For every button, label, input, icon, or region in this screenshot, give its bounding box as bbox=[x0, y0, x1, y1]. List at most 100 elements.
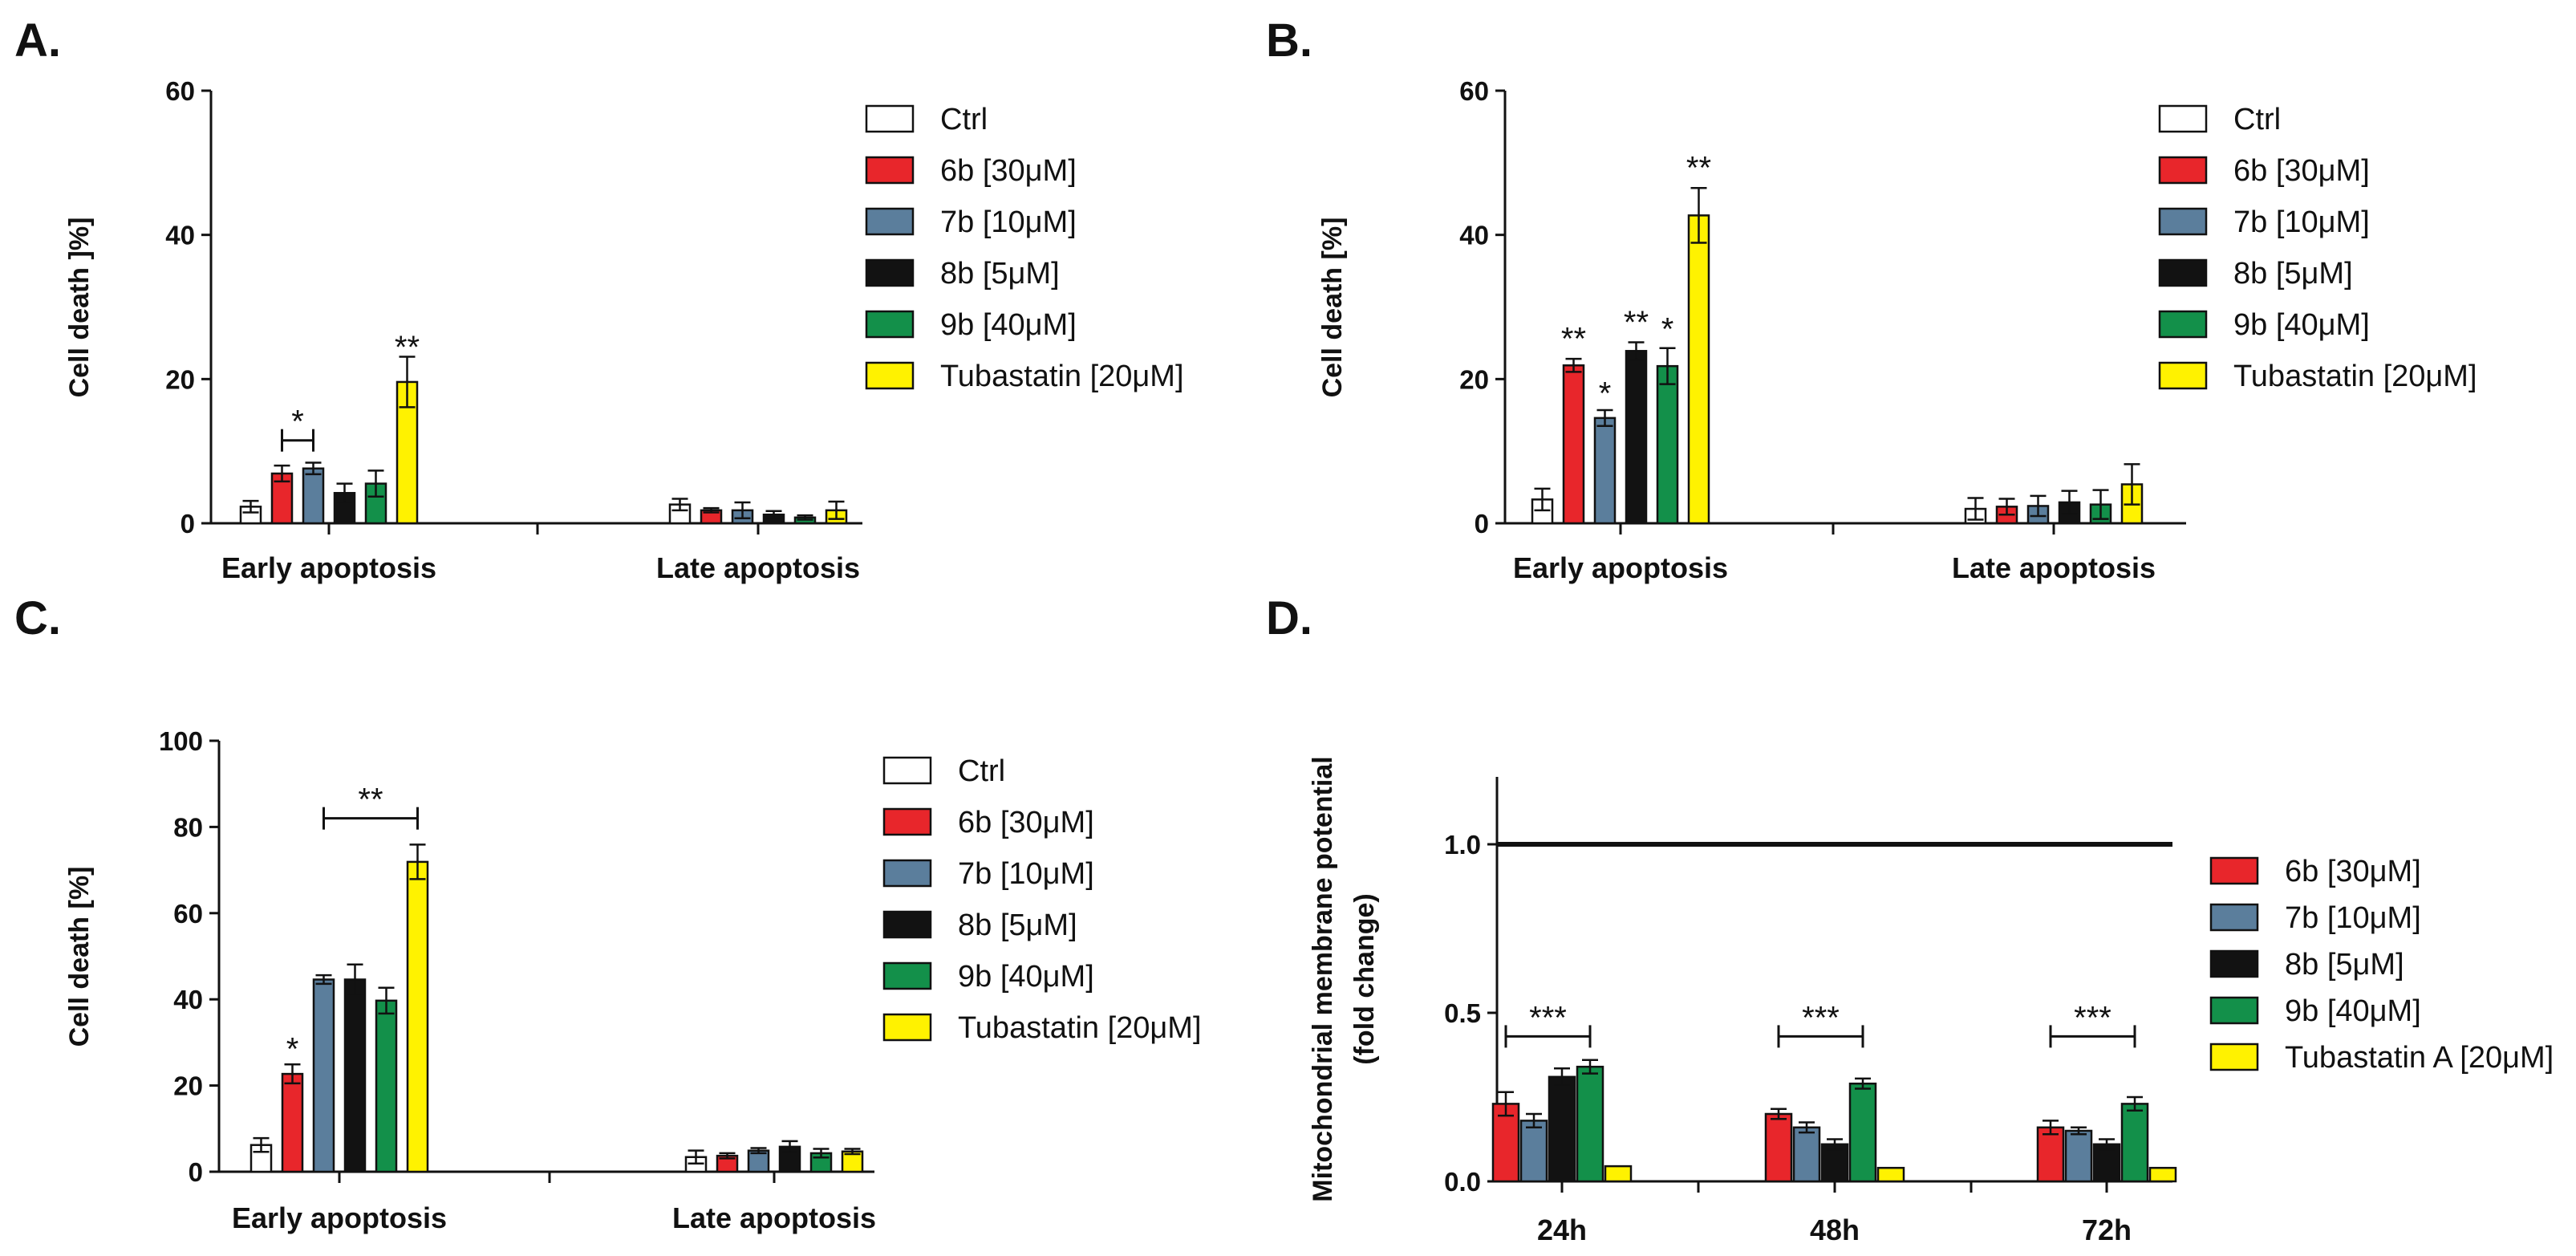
y-tick-label: 60 bbox=[173, 899, 203, 929]
significance-label: * bbox=[291, 404, 304, 440]
y-tick-label: 1.0 bbox=[1444, 830, 1481, 860]
y-tick-label: 80 bbox=[173, 812, 203, 842]
bar bbox=[1848, 1082, 1877, 1183]
y-tick-label: 0.5 bbox=[1444, 998, 1481, 1028]
legend-swatch bbox=[882, 756, 932, 785]
legend-swatch bbox=[865, 104, 915, 133]
legend-swatch bbox=[2209, 949, 2259, 978]
category-label: 72h bbox=[2082, 1213, 2132, 1246]
bar bbox=[375, 999, 398, 1173]
legend-label: 6b [30μM] bbox=[2285, 855, 2421, 888]
bar bbox=[1576, 1065, 1604, 1183]
legend-swatch bbox=[2209, 856, 2259, 885]
y-axis-label: Cell death [%] bbox=[64, 867, 95, 1047]
legend-swatch bbox=[882, 910, 932, 939]
bar bbox=[1687, 214, 1710, 525]
chart-panel-b: B. 0 20 40 60 Cell death [%] Early apoptosis La… bbox=[1266, 14, 2477, 584]
y-axis-label-2: (fold change) bbox=[1349, 893, 1380, 1064]
y-tick-label: 20 bbox=[1459, 364, 1489, 394]
legend-label: 9b [40μM] bbox=[2233, 308, 2370, 342]
legend-swatch bbox=[882, 807, 932, 836]
significance-label: ** bbox=[1561, 321, 1586, 356]
panel-letter: D. bbox=[1266, 592, 1312, 644]
legend-swatch bbox=[865, 310, 915, 339]
bar bbox=[1656, 364, 1679, 525]
legend-swatch bbox=[2158, 310, 2208, 339]
bar bbox=[1764, 1112, 1793, 1183]
legend-swatch bbox=[2158, 207, 2208, 236]
bar bbox=[2092, 1143, 2121, 1183]
bar bbox=[2120, 1103, 2149, 1183]
category-label: Late apoptosis bbox=[656, 551, 860, 584]
legend-label: 9b [40μM] bbox=[958, 960, 1094, 994]
bar bbox=[1562, 364, 1585, 525]
significance-label: ** bbox=[395, 330, 420, 365]
bar bbox=[2148, 1166, 2177, 1183]
significance-label: ** bbox=[1686, 151, 1711, 186]
bar bbox=[1593, 417, 1617, 525]
y-axis-label: Cell death ]%] bbox=[64, 217, 95, 398]
legend-label: 7b [10μM] bbox=[958, 857, 1094, 891]
legend-label: 6b [30μM] bbox=[940, 154, 1077, 188]
legend-label: 9b [40μM] bbox=[940, 308, 1077, 342]
bar bbox=[406, 860, 429, 1173]
bar bbox=[1604, 1165, 1633, 1183]
legend-label: 6b [30μM] bbox=[2233, 154, 2370, 188]
significance-label: *** bbox=[2074, 1000, 2112, 1035]
bar bbox=[2064, 1129, 2093, 1183]
legend-label: 8b [5μM] bbox=[940, 257, 1060, 291]
bar bbox=[2036, 1126, 2065, 1183]
bar bbox=[1792, 1126, 1821, 1183]
category-label: Early apoptosis bbox=[232, 1201, 447, 1234]
legend-swatch bbox=[2209, 996, 2259, 1025]
significance-label: ** bbox=[358, 782, 383, 818]
y-tick-label: 0 bbox=[1475, 509, 1489, 539]
y-tick-label: 100 bbox=[159, 726, 203, 756]
legend-swatch bbox=[2158, 156, 2208, 185]
bar bbox=[1519, 1120, 1548, 1183]
legend-swatch bbox=[2158, 258, 2208, 287]
legend-swatch bbox=[865, 207, 915, 236]
y-tick-label: 0 bbox=[189, 1157, 203, 1187]
significance-label: * bbox=[1599, 376, 1612, 412]
y-tick-label: 0 bbox=[181, 509, 195, 539]
category-label: 24h bbox=[1537, 1213, 1587, 1246]
legend-swatch bbox=[2158, 361, 2208, 390]
legend-label: Ctrl bbox=[958, 754, 1005, 788]
y-tick-label: 40 bbox=[173, 985, 203, 1014]
panel-letter: C. bbox=[14, 592, 61, 644]
legend-swatch bbox=[882, 859, 932, 888]
legend-label: Ctrl bbox=[940, 103, 988, 136]
legend-label: 8b [5μM] bbox=[958, 908, 1077, 942]
bar bbox=[281, 1072, 304, 1173]
chart-panel-c: C. 0 20 40 60 80 100 Cell death [%] Early apopto… bbox=[14, 592, 1202, 1234]
legend-swatch bbox=[882, 961, 932, 990]
legend-label: 6b [30μM] bbox=[958, 806, 1094, 839]
legend-label: 9b [40μM] bbox=[2285, 994, 2421, 1028]
chart-panel-d: D. 0.0 0.5 1.0 Mitochondrial membrane potent… bbox=[1266, 592, 2554, 1246]
legend-label: Tubastatin [20μM] bbox=[2233, 360, 2477, 393]
legend-swatch bbox=[2209, 903, 2259, 932]
y-tick-label: 60 bbox=[165, 76, 195, 106]
legend-label: 7b [10μM] bbox=[2285, 901, 2421, 935]
legend-swatch bbox=[2158, 104, 2208, 133]
y-tick-label: 40 bbox=[1459, 221, 1489, 250]
legend-swatch bbox=[865, 156, 915, 185]
bar bbox=[343, 978, 367, 1173]
legend-swatch bbox=[865, 258, 915, 287]
significance-label: *** bbox=[1802, 1000, 1840, 1035]
y-tick-label: 20 bbox=[173, 1071, 203, 1101]
legend-label: Tubastatin A [20μM] bbox=[2285, 1041, 2554, 1075]
significance-label: * bbox=[286, 1031, 299, 1067]
bar bbox=[1625, 350, 1648, 525]
bar bbox=[302, 467, 325, 525]
category-label: 48h bbox=[1810, 1213, 1860, 1246]
legend-label: 7b [10μM] bbox=[940, 205, 1077, 239]
legend-label: 8b [5μM] bbox=[2285, 948, 2404, 982]
significance-label: * bbox=[1661, 312, 1674, 348]
panel-letter: A. bbox=[14, 14, 61, 67]
chart-panel-a: A. 0 20 40 60 Cell death ]%] Early apoptosis La… bbox=[14, 14, 1184, 584]
category-label: Early apoptosis bbox=[1513, 551, 1728, 584]
legend-label: 8b [5μM] bbox=[2233, 257, 2353, 291]
